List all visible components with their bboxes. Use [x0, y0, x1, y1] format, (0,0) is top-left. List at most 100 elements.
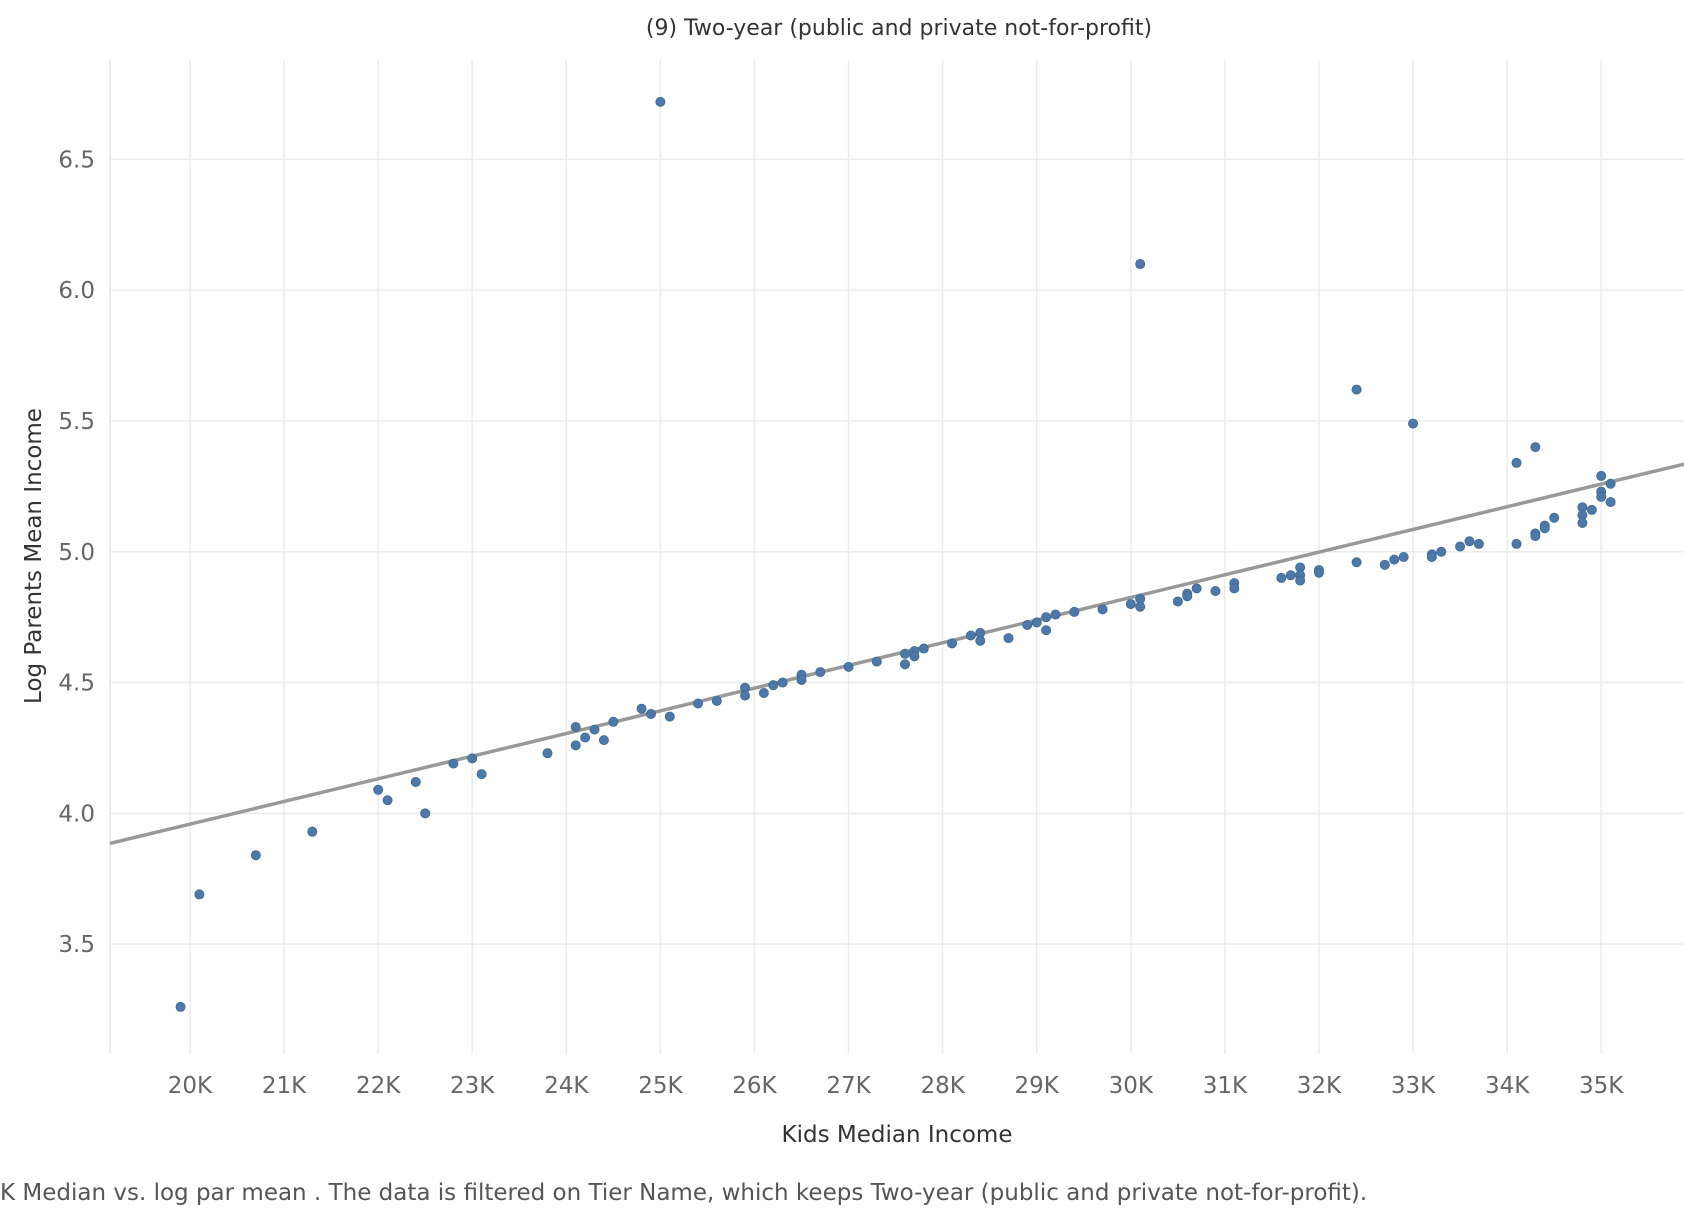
- data-point: [645, 708, 656, 719]
- data-point: [1210, 586, 1221, 597]
- data-point: [1041, 625, 1052, 636]
- data-point: [1398, 552, 1409, 563]
- data-point: [1069, 606, 1080, 617]
- data-point: [740, 690, 751, 701]
- data-point: [1408, 418, 1419, 429]
- data-point: [1125, 599, 1136, 610]
- data-point: [796, 674, 807, 685]
- y-tick-label: 5.0: [58, 540, 95, 566]
- x-tick-label: 21K: [262, 1073, 307, 1099]
- data-point: [768, 680, 779, 691]
- y-tick-label: 6.5: [58, 147, 95, 173]
- data-point: [975, 635, 986, 646]
- x-tick-label: 27K: [826, 1073, 871, 1099]
- data-point: [871, 656, 882, 667]
- data-point: [570, 740, 581, 751]
- data-point: [918, 643, 929, 654]
- data-point: [589, 724, 600, 735]
- data-point: [1351, 384, 1362, 395]
- x-tick-label: 26K: [732, 1073, 777, 1099]
- data-point: [899, 659, 910, 670]
- data-point: [1586, 504, 1597, 515]
- y-tick-label: 6.0: [58, 278, 95, 304]
- data-point: [1351, 557, 1362, 568]
- data-point: [965, 630, 976, 641]
- data-point: [1511, 457, 1522, 468]
- data-point: [1511, 538, 1522, 549]
- data-point: [410, 776, 421, 787]
- y-tick-label: 4.0: [58, 801, 95, 827]
- data-point: [909, 651, 920, 662]
- x-tick-label: 25K: [638, 1073, 683, 1099]
- data-point: [175, 1001, 186, 1012]
- x-tick-label: 24K: [544, 1073, 589, 1099]
- data-point: [758, 688, 769, 699]
- data-point: [655, 96, 666, 107]
- data-point: [373, 784, 384, 795]
- data-point: [1436, 546, 1447, 557]
- data-point: [570, 722, 581, 733]
- data-point: [1135, 259, 1146, 270]
- x-tick-label: 34K: [1485, 1073, 1530, 1099]
- data-point: [1050, 609, 1061, 620]
- data-point: [598, 735, 609, 746]
- x-tick-label: 33K: [1391, 1073, 1436, 1099]
- x-tick-label: 23K: [450, 1073, 495, 1099]
- x-tick-label: 35K: [1579, 1073, 1624, 1099]
- data-point: [1389, 554, 1400, 565]
- data-point: [693, 698, 704, 709]
- x-axis-label: Kids Median Income: [782, 1122, 1013, 1148]
- data-point: [1003, 633, 1014, 644]
- data-point: [1426, 552, 1437, 563]
- data-point: [1379, 559, 1390, 570]
- data-point: [1596, 470, 1607, 481]
- data-point: [250, 850, 261, 861]
- data-points: [175, 96, 1616, 1012]
- data-point: [580, 732, 591, 743]
- data-point: [1295, 575, 1306, 586]
- x-tick-label: 28K: [920, 1073, 965, 1099]
- data-point: [1276, 572, 1287, 583]
- data-point: [636, 703, 647, 714]
- chart-caption: K Median vs. log par mean . The data is …: [0, 1180, 1368, 1206]
- data-point: [1313, 567, 1324, 578]
- data-point: [194, 889, 205, 900]
- data-point: [664, 711, 675, 722]
- x-tick-label: 22K: [356, 1073, 401, 1099]
- trend-line-layer: [109, 462, 1684, 846]
- x-tick-label: 32K: [1297, 1073, 1342, 1099]
- x-tick-label: 29K: [1015, 1073, 1060, 1099]
- data-point: [1473, 538, 1484, 549]
- data-point: [1605, 497, 1616, 508]
- data-point: [467, 753, 478, 764]
- data-point: [1182, 591, 1193, 602]
- data-point: [1455, 541, 1466, 552]
- data-point: [420, 808, 431, 819]
- data-point: [1022, 620, 1033, 631]
- data-point: [947, 638, 958, 649]
- data-point: [777, 677, 788, 688]
- data-point: [1464, 536, 1475, 547]
- data-point: [1031, 617, 1042, 628]
- data-point: [1285, 570, 1296, 581]
- data-point: [1530, 442, 1541, 453]
- axes: 20K 21K 22K 23K 24K 25K 26K 27K 28K 29K 30K 31K 32K 3…: [58, 60, 1624, 1099]
- data-point: [1549, 512, 1560, 523]
- data-point: [307, 826, 318, 837]
- data-point: [1097, 604, 1108, 615]
- data-point: [1530, 531, 1541, 542]
- y-tick-label: 3.5: [58, 932, 95, 958]
- data-point: [542, 748, 553, 759]
- scatter-chart: (9) Two-year (public and private not-for…: [21, 16, 1684, 1148]
- data-point: [476, 769, 487, 780]
- data-point: [1539, 523, 1550, 534]
- x-tick-label: 31K: [1203, 1073, 1248, 1099]
- data-point: [448, 758, 459, 769]
- data-point: [1605, 478, 1616, 489]
- data-point: [1172, 596, 1183, 607]
- gridlines: [110, 60, 1684, 1054]
- data-point: [1229, 583, 1240, 594]
- data-point: [1135, 601, 1146, 612]
- data-point: [899, 648, 910, 659]
- data-point: [1577, 517, 1588, 528]
